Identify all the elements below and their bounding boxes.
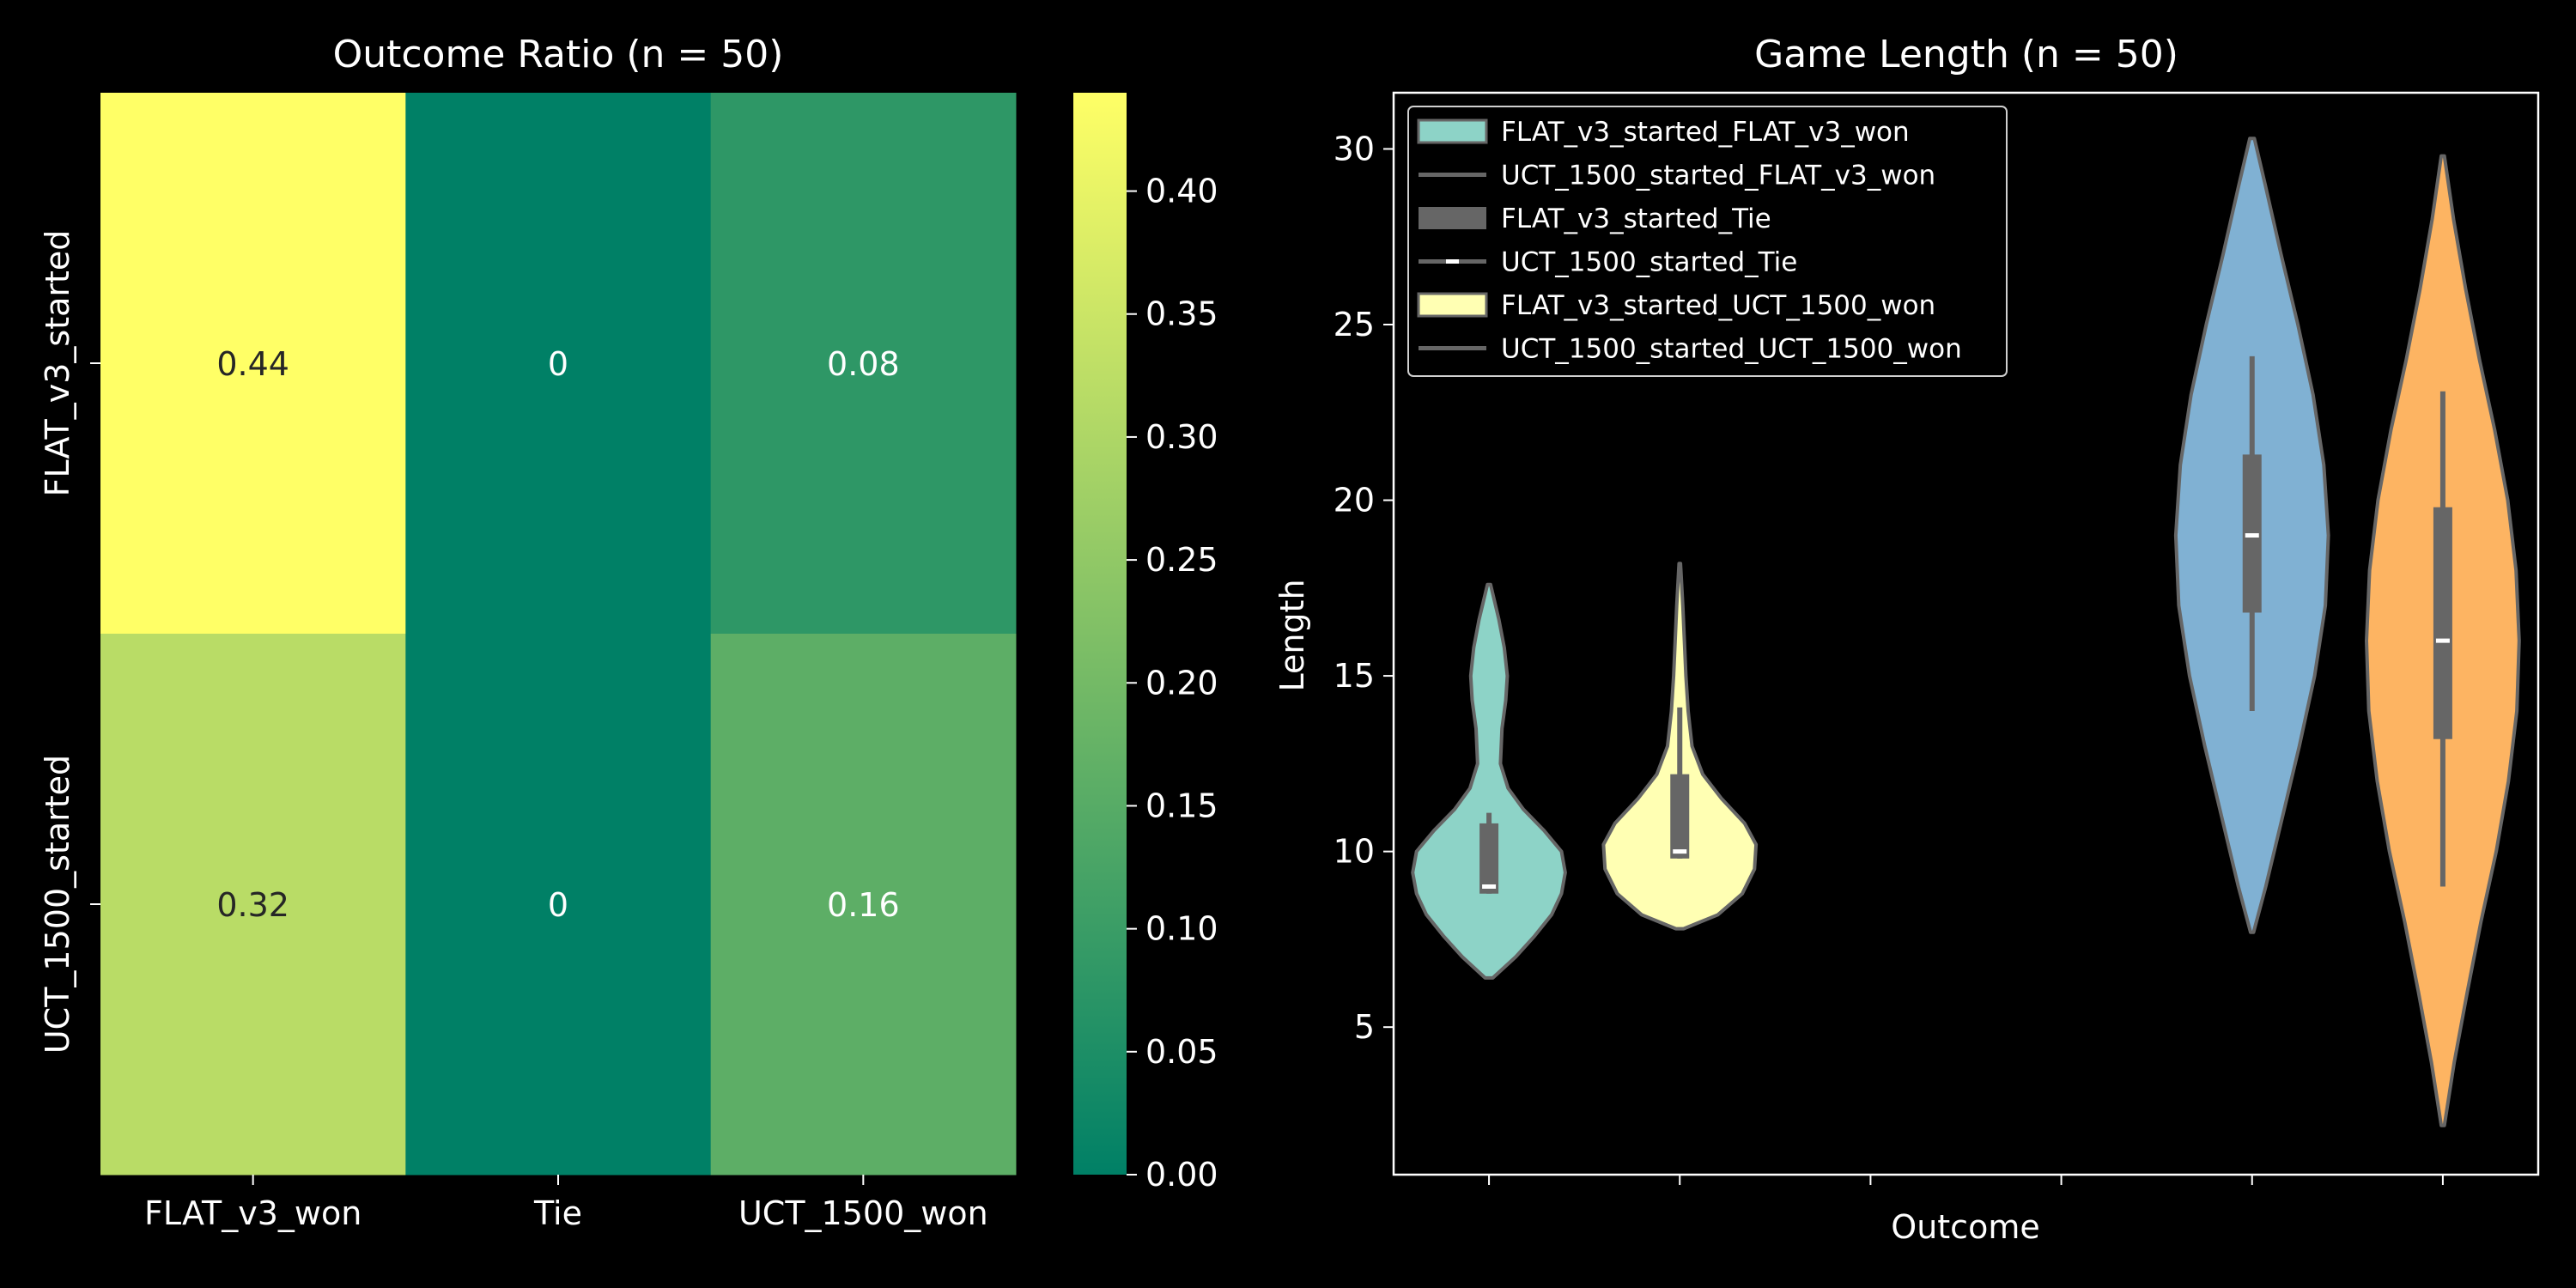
- violin-iqr-box: [1670, 774, 1690, 859]
- legend-swatch: [1417, 292, 1488, 318]
- legend-label: UCT_1500_started_Tie: [1501, 247, 1797, 278]
- legend-frame: [1407, 106, 2008, 377]
- violin-y-tick-label: 25: [1334, 306, 1375, 343]
- heatmap-cell-label: 0.32: [216, 886, 289, 924]
- heatmap-cell-label: 0.16: [827, 886, 900, 924]
- violin-iqr-box: [1479, 823, 1499, 894]
- legend-swatch: [1419, 207, 1486, 229]
- heatmap-cells: 0.44 0 0.08 0.32 0 0.16: [100, 93, 1017, 1176]
- heatmap-cell-label: 0.44: [216, 345, 289, 383]
- violin-y-tick-label: 15: [1334, 657, 1375, 695]
- colorbar-tick-label: 0.05: [1145, 1033, 1218, 1071]
- heatmap-cell-label: 0: [548, 886, 568, 924]
- legend-label: FLAT_v3_started_Tie: [1501, 204, 1771, 234]
- violin-y-ticks: 5 10 15 20 25 30: [1334, 130, 1394, 1046]
- heatmap-x-tick-label: FLAT_v3_won: [144, 1194, 361, 1232]
- heatmap-cell: [405, 93, 712, 635]
- heatmap-cell: [710, 93, 1017, 635]
- colorbar-tick-label: 0.10: [1145, 910, 1218, 948]
- violin-y-tick-label: 20: [1334, 482, 1375, 519]
- colorbar-ticks: 0.00 0.05 0.10 0.15 0.20 0.25 0.30 0.35 0.40: [1127, 173, 1218, 1194]
- heatmap-cell: [100, 93, 406, 635]
- heatmap-y-tick-label: UCT_1500_started: [39, 755, 76, 1054]
- legend-swatch: [1417, 118, 1488, 144]
- colorbar-tick-label: 0.15: [1145, 787, 1218, 824]
- heatmap-cell-label: 0: [548, 345, 568, 383]
- heatmap-cell: [100, 634, 406, 1176]
- violin-axes-frame: [1392, 91, 2540, 1176]
- violin-ylabel: Length: [1273, 579, 1311, 691]
- heatmap-panel: Outcome Ratio (n = 50) 0.44 0 0.08 0.32 0 0.1…: [39, 33, 1218, 1232]
- legend-label: FLAT_v3_started_UCT_1500_won: [1501, 290, 1935, 321]
- heatmap-x-tick-label: UCT_1500_won: [738, 1194, 988, 1232]
- heatmap-x-ticks: FLAT_v3_won Tie UCT_1500_won: [144, 1175, 988, 1232]
- heatmap-cell-label: 0.08: [827, 345, 900, 383]
- colorbar-tick-label: 0.35: [1145, 295, 1218, 333]
- heatmap-title: Outcome Ratio (n = 50): [333, 33, 784, 76]
- violin-title: Game Length (n = 50): [1754, 33, 2178, 76]
- colorbar-tick-label: 0.40: [1145, 173, 1218, 210]
- violin-bodies: [1411, 137, 2521, 1127]
- heatmap-y-ticks: FLAT_v3_started UCT_1500_started: [39, 230, 100, 1054]
- colorbar-tick-label: 0.00: [1145, 1156, 1218, 1194]
- legend-label: UCT_1500_started_UCT_1500_won: [1501, 334, 1962, 365]
- heatmap-cell: [710, 634, 1017, 1176]
- heatmap-y-tick-label: FLAT_v3_started: [39, 230, 76, 497]
- legend-label: FLAT_v3_started_FLAT_v3_won: [1501, 117, 1910, 148]
- violin-y-tick-label: 10: [1334, 833, 1375, 871]
- violin-y-tick-label: 5: [1354, 1008, 1375, 1046]
- colorbar: [1073, 93, 1127, 1175]
- violin-iqr-box: [2433, 507, 2452, 739]
- heatmap-cell: [405, 634, 712, 1176]
- colorbar-tick-label: 0.25: [1145, 541, 1218, 579]
- colorbar-tick-label: 0.30: [1145, 418, 1218, 456]
- violin-y-tick-label: 30: [1334, 130, 1375, 167]
- violin-body: [1411, 582, 1567, 980]
- violin-legend: FLAT_v3_started_FLAT_v3_won UCT_1500_star…: [1407, 106, 2008, 377]
- colorbar-tick-label: 0.20: [1145, 664, 1218, 702]
- legend-entries: FLAT_v3_started_FLAT_v3_won UCT_1500_star…: [1417, 117, 1962, 365]
- legend-label: UCT_1500_started_FLAT_v3_won: [1501, 161, 1935, 191]
- violin-x-ticks: [1488, 1175, 2444, 1185]
- violin-xlabel: Outcome: [1891, 1208, 2039, 1246]
- heatmap-x-tick-label: Tie: [533, 1194, 582, 1232]
